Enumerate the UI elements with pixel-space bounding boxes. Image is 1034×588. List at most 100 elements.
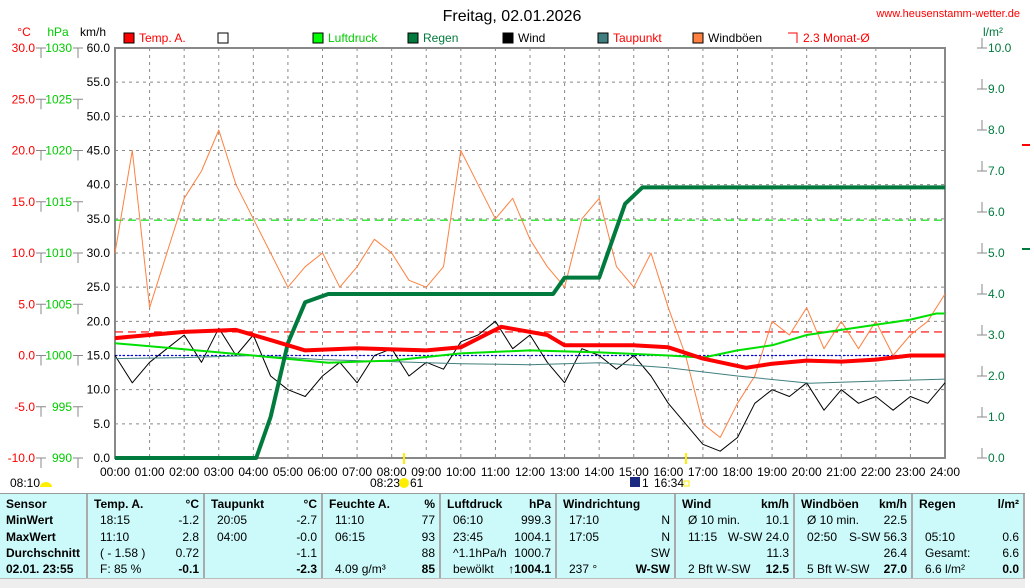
tick-time: 17:00 <box>688 465 718 479</box>
cell-label: 18:15 <box>100 513 131 528</box>
tick-temp: 25.0 <box>12 92 36 106</box>
series-line-luftdruck <box>114 312 945 364</box>
table-row: ^1.1hPa/h 1000.7 <box>447 545 551 561</box>
tick-pressure: 1000 <box>45 349 72 363</box>
tick-rain: 10.0 <box>988 41 1012 55</box>
tick-time: 13:00 <box>550 465 580 479</box>
table-header: Temp. A. °C <box>94 496 199 512</box>
table-row: 02.01. 23:55 <box>6 561 82 577</box>
table-header: Regen l/m² <box>919 496 1019 512</box>
moon-icon <box>630 477 640 487</box>
table-row: bewölkt ↑1004.1 <box>447 561 551 577</box>
series-line-regen <box>115 185 945 460</box>
tick-time: 12:00 <box>515 465 545 479</box>
cell-label: Sensor <box>6 497 47 511</box>
tick-time: 02:00 <box>169 465 199 479</box>
chart-title: Freitag, 02.01.2026 <box>443 8 582 25</box>
cell-label: MaxWert <box>6 529 56 544</box>
table-row: 4.09 g/m³ 85 <box>329 561 435 577</box>
cell-value: -0.0 <box>296 529 317 544</box>
cell-label: Ø 10 min. <box>688 513 741 528</box>
table-row: 17:05 N <box>563 529 670 545</box>
tick-time: 14:00 <box>584 465 614 479</box>
cell-label: Taupunkt <box>211 497 265 511</box>
legend-swatch <box>788 32 798 43</box>
weather-chart: Freitag, 02.01.2026 www.heusenstamm-wette… <box>8 8 1030 490</box>
tick-wind: 35.0 <box>87 212 111 226</box>
tick-wind: 40.0 <box>87 178 111 192</box>
table-row: 05:10 0.6 <box>919 529 1019 545</box>
cell-label: Wind <box>682 497 712 511</box>
tick-pressure: 1005 <box>45 297 72 311</box>
table-column: Feuchte A.% 11:10 77 06:15 93 88 4.09 g/m³ 85 <box>323 494 441 578</box>
tick-mark <box>977 161 987 172</box>
legend-swatch <box>407 32 419 44</box>
legend-label: Luftdruck <box>328 31 378 45</box>
tick-wind: 45.0 <box>87 144 111 158</box>
tick-mark <box>977 38 987 49</box>
cell-value: hPa <box>528 497 551 511</box>
cell-label: 05:10 <box>925 529 956 544</box>
cell-value: 0.6 <box>1002 529 1019 544</box>
cell-value: W-SW 24.0 <box>727 529 789 544</box>
sun-icon <box>399 478 409 488</box>
table-row: Durchschnitt <box>6 545 82 561</box>
cell-label: Ø 10 min. <box>807 513 860 528</box>
cell-label: Feuchte A. <box>329 497 390 511</box>
tick-time: 04:00 <box>238 465 268 479</box>
tick-time: 01:00 <box>135 465 165 479</box>
cell-value: °C <box>303 497 317 511</box>
legend-swatch <box>692 32 704 44</box>
tick-pressure: 1020 <box>45 144 72 158</box>
cell-label: Gesamt: <box>925 545 971 560</box>
tick-temp: 30.0 <box>12 41 36 55</box>
tick-mark <box>36 303 46 315</box>
cell-value: 999.3 <box>520 513 551 528</box>
table-header: Luftdruck hPa <box>447 496 551 512</box>
axis-unit-wind: km/h <box>80 25 106 39</box>
table-row: -2.3 <box>211 561 317 577</box>
tick-wind: 10.0 <box>87 383 111 397</box>
legend-swatch <box>502 32 514 44</box>
sun-time-label: 08:23 <box>370 476 400 490</box>
table-column: Temp. A. °C 18:15 -1.2 11:10 2.8 ( - 1.58 ) 0.7… <box>88 494 205 578</box>
table-row: 20:05 -2.7 <box>211 512 317 528</box>
table-row: 2 Bft W-SW 12.5 <box>682 561 789 577</box>
table-header: Taupunkt °C <box>211 496 317 512</box>
axis-unit-pressure: hPa <box>47 25 69 39</box>
tick-time: 05:00 <box>273 465 303 479</box>
cell-value: SW <box>650 545 670 560</box>
tick-time: 15:00 <box>619 465 649 479</box>
status-bar <box>0 578 1025 588</box>
tick-pressure: 1010 <box>45 246 72 260</box>
tick-mark <box>36 355 46 366</box>
cell-value: 6.6 <box>1002 545 1019 560</box>
cell-value: km/h <box>878 497 907 511</box>
tick-time: 10:00 <box>446 465 476 479</box>
cell-value: % <box>424 497 435 511</box>
tick-mark <box>73 47 83 58</box>
tick-mark <box>977 120 987 131</box>
table-row: 11:10 77 <box>329 512 435 528</box>
tick-time: 07:00 <box>342 465 372 479</box>
cell-value: 11.3 <box>766 545 789 560</box>
table-row: 17:10 N <box>563 512 670 528</box>
cell-value: 27.0 <box>883 562 907 577</box>
cell-label: 6.6 l/m² <box>925 562 966 577</box>
moonset-icon <box>683 480 690 487</box>
series-line-windb-en <box>114 129 946 438</box>
tick-wind: 60.0 <box>87 41 111 55</box>
table-header: Feuchte A.% <box>329 496 435 512</box>
sun-suffix-label: 61 <box>410 476 424 490</box>
cell-label: 4.09 g/m³ <box>335 562 386 577</box>
tick-pressure: 1030 <box>45 41 72 55</box>
cell-value: 0.72 <box>175 545 199 560</box>
tick-wind: 30.0 <box>87 246 111 260</box>
table-row: MinWert <box>6 512 82 528</box>
moon-label: 1 <box>642 476 649 490</box>
axis-unit-rain: l/m² <box>983 25 1003 39</box>
legend-label: Wind <box>518 31 545 45</box>
tick-mark <box>977 284 987 295</box>
table-row: 88 <box>329 545 435 561</box>
table-column: Windrichtung 17:10 N 17:05 N SW 237 ° W-SW <box>557 494 676 578</box>
